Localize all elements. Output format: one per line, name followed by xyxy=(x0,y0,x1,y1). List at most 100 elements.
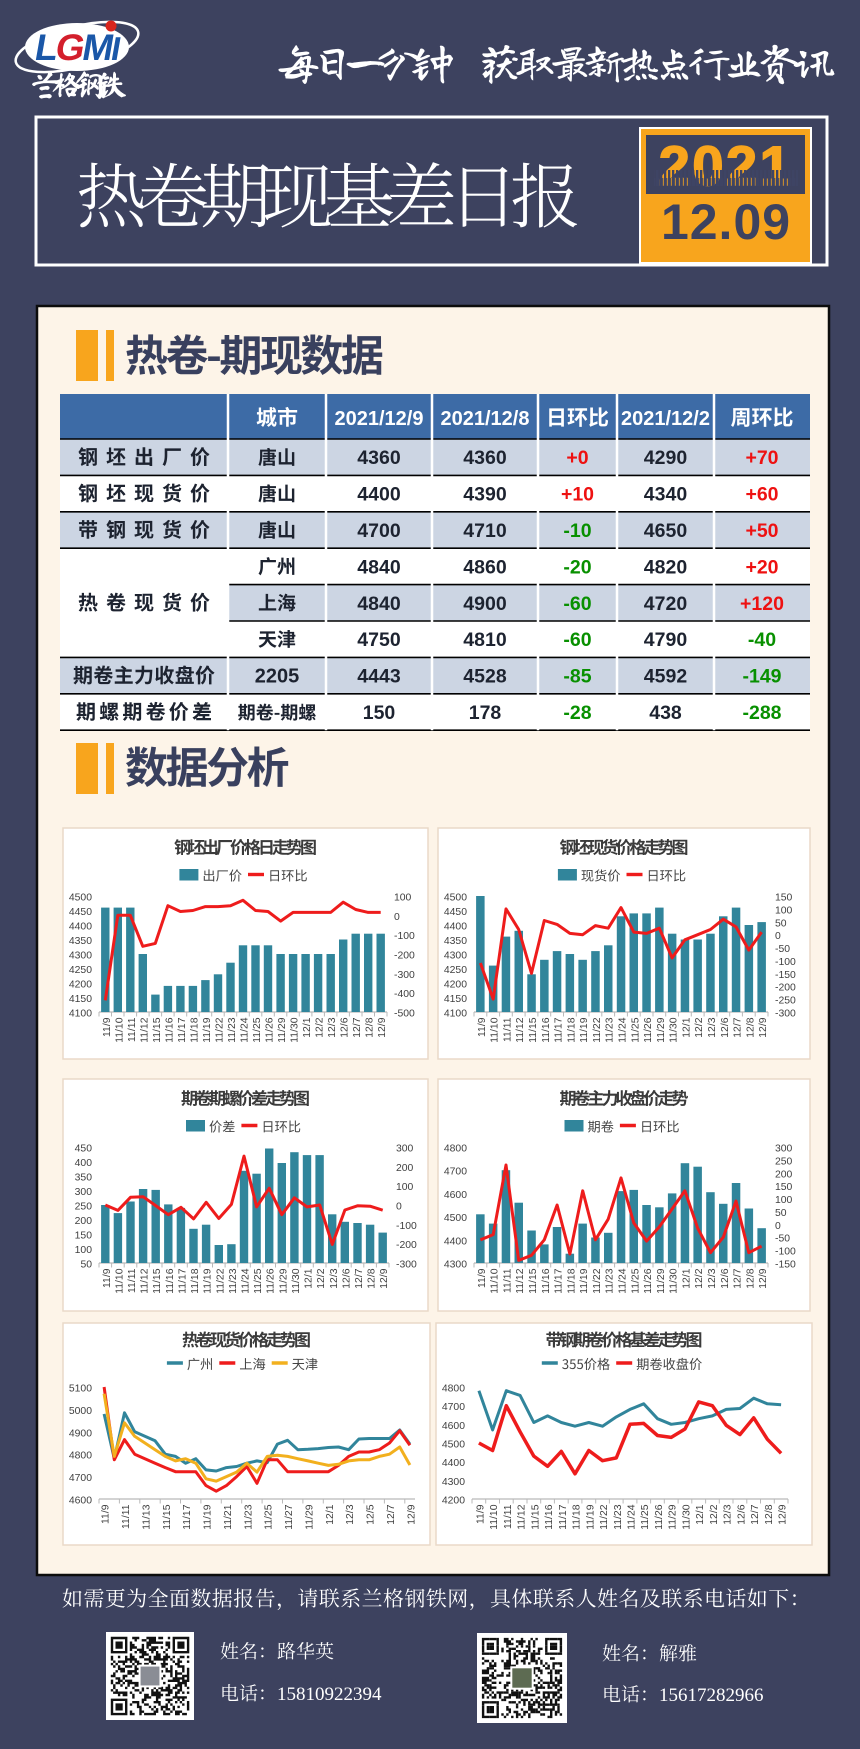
svg-text:4450: 4450 xyxy=(69,907,92,918)
svg-text:12/2: 12/2 xyxy=(709,1504,720,1524)
svg-text:4720: 4720 xyxy=(644,593,688,615)
svg-text:4710: 4710 xyxy=(463,520,507,542)
svg-text:11/19: 11/19 xyxy=(579,1268,590,1293)
svg-text:4350: 4350 xyxy=(69,936,92,947)
svg-text:12/8: 12/8 xyxy=(367,1268,378,1288)
svg-text:11/22: 11/22 xyxy=(592,1017,603,1042)
svg-text:4300: 4300 xyxy=(444,1260,467,1271)
svg-text:11/23: 11/23 xyxy=(605,1268,616,1293)
svg-text:11/11: 11/11 xyxy=(127,1268,138,1293)
svg-text:4820: 4820 xyxy=(644,556,688,578)
svg-text:250: 250 xyxy=(75,1202,93,1213)
svg-text:-300: -300 xyxy=(396,1260,417,1271)
svg-text:4790: 4790 xyxy=(644,629,688,651)
svg-text:11/19: 11/19 xyxy=(579,1017,590,1042)
svg-text:11/16: 11/16 xyxy=(541,1268,552,1293)
svg-text:-60: -60 xyxy=(563,629,591,651)
svg-text:4450: 4450 xyxy=(444,907,467,918)
svg-text:4528: 4528 xyxy=(463,666,507,688)
svg-text:4400: 4400 xyxy=(442,1458,465,1469)
svg-text:11/24: 11/24 xyxy=(240,1017,251,1042)
svg-text:4700: 4700 xyxy=(442,1402,465,1413)
svg-text:11/15: 11/15 xyxy=(528,1268,539,1293)
svg-text:11/19: 11/19 xyxy=(202,1017,213,1042)
svg-text:12/1: 12/1 xyxy=(304,1268,315,1288)
svg-text:11/16: 11/16 xyxy=(544,1504,555,1529)
svg-text:11/30: 11/30 xyxy=(669,1017,680,1042)
svg-text:11/25: 11/25 xyxy=(253,1268,264,1293)
svg-text:12/9: 12/9 xyxy=(778,1504,789,1524)
svg-text:11/23: 11/23 xyxy=(243,1504,254,1529)
svg-text:11/24: 11/24 xyxy=(627,1504,638,1529)
svg-text:11/18: 11/18 xyxy=(566,1017,577,1042)
svg-text:-100: -100 xyxy=(775,1247,796,1258)
svg-text:4500: 4500 xyxy=(444,893,467,904)
svg-text:4500: 4500 xyxy=(442,1440,465,1451)
svg-text:4700: 4700 xyxy=(444,1167,467,1178)
svg-text:178: 178 xyxy=(469,702,502,724)
svg-text:11/10: 11/10 xyxy=(114,1017,125,1042)
svg-text:300: 300 xyxy=(75,1187,93,1198)
svg-text:11/11: 11/11 xyxy=(121,1504,132,1529)
svg-text:4810: 4810 xyxy=(463,629,507,651)
svg-text:4500: 4500 xyxy=(444,1213,467,1224)
svg-text:12/9: 12/9 xyxy=(758,1268,769,1288)
svg-text:4840: 4840 xyxy=(357,593,401,615)
svg-text:12/8: 12/8 xyxy=(745,1017,756,1037)
svg-text:5100: 5100 xyxy=(69,1384,92,1395)
svg-text:2021/12/2: 2021/12/2 xyxy=(621,408,710,430)
svg-text:4360: 4360 xyxy=(463,447,507,469)
svg-text:11/11: 11/11 xyxy=(127,1017,138,1042)
svg-text:12/9: 12/9 xyxy=(758,1017,769,1037)
svg-text:11/29: 11/29 xyxy=(277,1017,288,1042)
svg-text:11/26: 11/26 xyxy=(643,1017,654,1042)
svg-text:12/7: 12/7 xyxy=(750,1504,761,1524)
svg-text:4300: 4300 xyxy=(444,951,467,962)
svg-text:11/16: 11/16 xyxy=(164,1017,175,1042)
svg-text:50: 50 xyxy=(775,918,787,929)
svg-text:11/10: 11/10 xyxy=(489,1504,500,1529)
svg-text:100: 100 xyxy=(396,1182,414,1193)
svg-text:12/1: 12/1 xyxy=(681,1017,692,1037)
svg-text:11/22: 11/22 xyxy=(592,1268,603,1293)
svg-text:12.09: 12.09 xyxy=(661,194,791,250)
svg-text:11/11: 11/11 xyxy=(503,1017,514,1042)
svg-text:12/2: 12/2 xyxy=(694,1268,705,1288)
svg-text:+20: +20 xyxy=(745,556,778,578)
svg-text:12/1: 12/1 xyxy=(302,1017,313,1037)
svg-text:4300: 4300 xyxy=(69,951,92,962)
svg-text:11/27: 11/27 xyxy=(284,1504,295,1529)
svg-text:12/7: 12/7 xyxy=(386,1504,397,1524)
svg-text:-50: -50 xyxy=(775,944,790,955)
svg-text:100: 100 xyxy=(75,1245,93,1256)
svg-text:4390: 4390 xyxy=(463,484,507,506)
svg-text:100: 100 xyxy=(775,905,793,916)
svg-text:450: 450 xyxy=(75,1144,93,1155)
svg-text:150: 150 xyxy=(75,1231,93,1242)
svg-text:12/6: 12/6 xyxy=(736,1504,747,1524)
svg-text:4400: 4400 xyxy=(69,922,92,933)
svg-text:11/15: 11/15 xyxy=(528,1017,539,1042)
svg-text:11/17: 11/17 xyxy=(558,1504,569,1529)
svg-text:4300: 4300 xyxy=(442,1477,465,1488)
svg-text:-40: -40 xyxy=(748,629,776,651)
svg-text:-10: -10 xyxy=(563,520,591,542)
svg-text:11/10: 11/10 xyxy=(114,1268,125,1293)
svg-text:-85: -85 xyxy=(563,666,591,688)
svg-text:11/23: 11/23 xyxy=(228,1268,239,1293)
svg-text:-60: -60 xyxy=(563,593,591,615)
svg-text:4150: 4150 xyxy=(69,994,92,1005)
svg-text:11/21: 11/21 xyxy=(223,1504,234,1529)
svg-text:-200: -200 xyxy=(775,983,796,994)
svg-text:12/9: 12/9 xyxy=(406,1504,417,1524)
svg-text:11/12: 11/12 xyxy=(515,1017,526,1042)
svg-text:11/26: 11/26 xyxy=(654,1504,665,1529)
svg-text:4900: 4900 xyxy=(463,593,507,615)
svg-text:4350: 4350 xyxy=(444,936,467,947)
svg-text:11/29: 11/29 xyxy=(668,1504,679,1529)
svg-text:11/17: 11/17 xyxy=(177,1017,188,1042)
svg-text:11/19: 11/19 xyxy=(203,1504,214,1529)
svg-text:400: 400 xyxy=(75,1158,93,1169)
svg-text:12/3: 12/3 xyxy=(329,1268,340,1288)
svg-text:+0: +0 xyxy=(566,447,588,469)
